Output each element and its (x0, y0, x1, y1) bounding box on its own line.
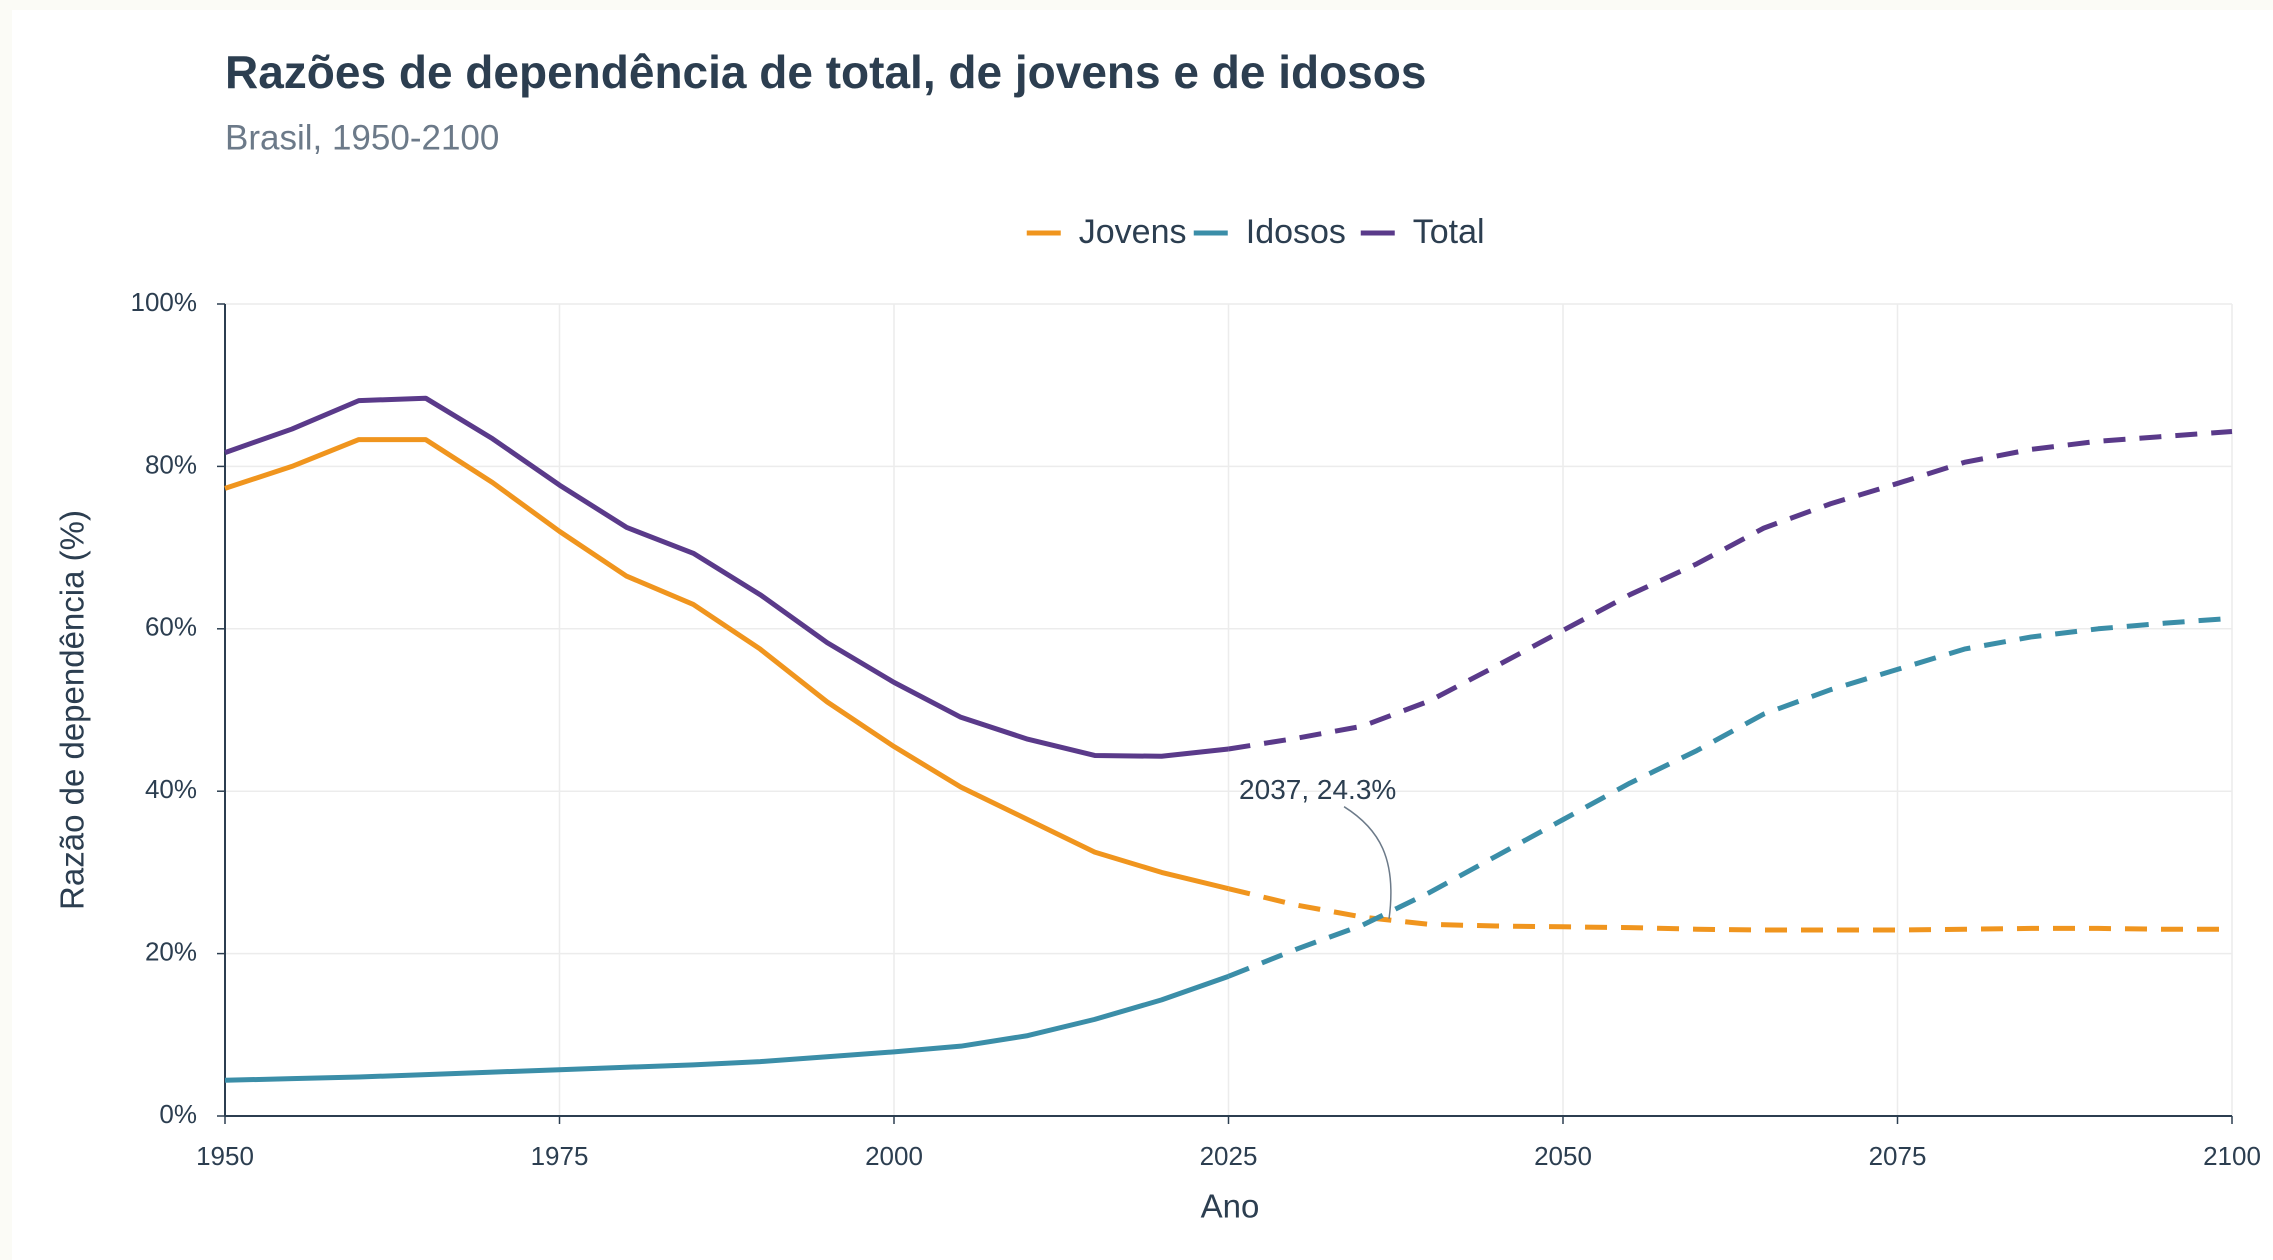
legend-label: Jovens (1079, 213, 1187, 251)
x-tick-label: 2050 (1534, 1141, 1592, 1171)
x-tick-label: 1950 (196, 1141, 254, 1171)
x-tick-label: 2000 (865, 1141, 923, 1171)
x-axis-label: Ano (1201, 1188, 1260, 1225)
legend-label: Total (1413, 213, 1485, 251)
chart-subtitle: Brasil, 1950-2100 (225, 118, 499, 157)
x-tick-label: 2075 (1869, 1141, 1927, 1171)
x-tick-label: 2100 (2203, 1141, 2261, 1171)
y-tick-label: 40% (145, 774, 197, 804)
y-tick-label: 80% (145, 449, 197, 479)
annotation-connector (1343, 806, 1392, 919)
x-tick-label: 1975 (531, 1141, 589, 1171)
annotation-label: 2037, 24.3% (1239, 774, 1396, 805)
projection-line (1228, 428, 2233, 752)
y-axis-label: Razão de dependência (%) (54, 510, 91, 910)
legend-label: Idosos (1246, 213, 1346, 251)
series-line (224, 395, 1229, 759)
chart-title: Razões de dependência de total, de joven… (225, 46, 1426, 98)
y-tick-label: 20% (145, 936, 197, 966)
projection-line (1227, 615, 2233, 979)
legend: Jovens Idosos Total (1026, 213, 1485, 251)
chart-background (12, 10, 2273, 1260)
projection-line (1227, 886, 2232, 933)
series-line (224, 973, 1230, 1083)
y-tick-label: 100% (131, 287, 198, 317)
x-tick-label: 2025 (1200, 1141, 1258, 1171)
y-tick-label: 0% (159, 1099, 197, 1129)
y-tick-label: 60% (145, 612, 197, 642)
series-line (224, 437, 1230, 892)
